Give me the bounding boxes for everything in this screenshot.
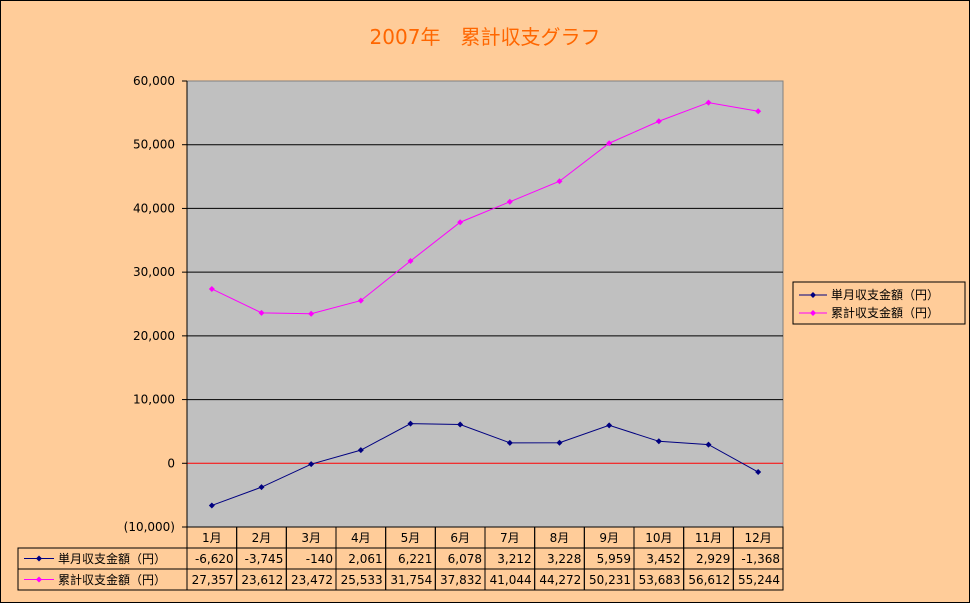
data-point bbox=[407, 420, 414, 427]
data-point bbox=[556, 178, 563, 185]
data-point bbox=[655, 118, 662, 125]
x-tick-label: 1月 bbox=[202, 531, 222, 545]
table-series-name: 累計収支金額（円） bbox=[58, 572, 166, 587]
data-point bbox=[556, 439, 563, 446]
data-point bbox=[705, 99, 712, 106]
data-table-value: 23,612 bbox=[241, 573, 283, 587]
data-point bbox=[357, 297, 364, 304]
data-point bbox=[457, 421, 464, 428]
data-point bbox=[258, 309, 265, 316]
data-point bbox=[308, 310, 315, 317]
legend-box bbox=[792, 281, 966, 325]
legend-entry: 累計収支金額（円） bbox=[831, 305, 939, 320]
table-series-name: 単月収支金額（円） bbox=[58, 551, 166, 566]
y-tick-label: 40,000 bbox=[133, 201, 175, 215]
data-point bbox=[258, 484, 265, 491]
table-legend-marker bbox=[36, 576, 42, 583]
y-tick-label: (10,000) bbox=[124, 520, 175, 534]
data-table-value: 6,078 bbox=[448, 552, 482, 566]
data-point bbox=[308, 461, 315, 468]
data-table-value: 3,452 bbox=[646, 552, 680, 566]
y-tick-label: 10,000 bbox=[133, 393, 175, 407]
data-table-value: 56,612 bbox=[688, 573, 730, 587]
data-table-value: 53,683 bbox=[639, 573, 681, 587]
x-tick-label: 12月 bbox=[745, 531, 772, 545]
data-point bbox=[755, 108, 762, 115]
plot-area bbox=[186, 80, 784, 528]
y-tick-label: 60,000 bbox=[133, 74, 175, 88]
x-tick-label: 7月 bbox=[500, 531, 520, 545]
data-table-value: 31,754 bbox=[390, 573, 432, 587]
data-table-value: 3,228 bbox=[547, 552, 581, 566]
data-table-value: 25,533 bbox=[341, 573, 383, 587]
data-table-value: -6,620 bbox=[195, 552, 234, 566]
data-table-value: 44,272 bbox=[539, 573, 581, 587]
data-point bbox=[705, 441, 712, 448]
series-line bbox=[211, 423, 759, 506]
y-tick-label: 50,000 bbox=[133, 138, 175, 152]
data-table-value: 27,357 bbox=[192, 573, 234, 587]
legend-marker bbox=[810, 310, 816, 316]
data-point bbox=[457, 219, 464, 226]
legend-entry: 単月収支金額（円） bbox=[831, 287, 939, 302]
data-point bbox=[506, 439, 513, 446]
data-table-value: 6,221 bbox=[398, 552, 432, 566]
x-tick-label: 9月 bbox=[599, 531, 619, 545]
data-point bbox=[208, 502, 215, 509]
data-table-value: 23,472 bbox=[291, 573, 333, 587]
data-point bbox=[606, 422, 613, 429]
data-table-value: 3,212 bbox=[497, 552, 531, 566]
x-tick-label: 5月 bbox=[401, 531, 421, 545]
x-tick-label: 2月 bbox=[252, 531, 272, 545]
data-point bbox=[755, 469, 762, 476]
data-point bbox=[606, 140, 613, 147]
data-table-value: 55,244 bbox=[738, 573, 780, 587]
data-point bbox=[655, 438, 662, 445]
legend-marker bbox=[810, 292, 816, 298]
data-table-value: 41,044 bbox=[490, 573, 532, 587]
data-table-value: 2,929 bbox=[696, 552, 730, 566]
x-tick-label: 11月 bbox=[695, 531, 722, 545]
data-table-value: 37,832 bbox=[440, 573, 482, 587]
table-legend-marker bbox=[36, 555, 42, 562]
x-tick-label: 3月 bbox=[301, 531, 321, 545]
chart-title: 2007年 累計収支グラフ bbox=[369, 25, 601, 49]
x-tick-label: 10月 bbox=[645, 531, 672, 545]
data-point bbox=[506, 198, 513, 205]
data-point bbox=[208, 285, 215, 292]
data-point bbox=[407, 257, 414, 264]
data-table-value: 2,061 bbox=[348, 552, 382, 566]
data-point bbox=[357, 447, 364, 454]
x-tick-label: 6月 bbox=[450, 531, 470, 545]
data-table-value: -140 bbox=[306, 552, 333, 566]
data-table-value: -1,368 bbox=[741, 552, 780, 566]
data-table-value: 50,231 bbox=[589, 573, 631, 587]
y-tick-label: 20,000 bbox=[133, 329, 175, 343]
x-tick-label: 8月 bbox=[550, 531, 570, 545]
y-tick-label: 30,000 bbox=[133, 265, 175, 279]
data-table-value: 5,959 bbox=[597, 552, 631, 566]
series-line bbox=[211, 102, 759, 315]
data-table-value: -3,745 bbox=[245, 552, 284, 566]
y-tick-label: 0 bbox=[167, 456, 175, 470]
table-cell bbox=[732, 568, 784, 591]
x-tick-label: 4月 bbox=[351, 531, 371, 545]
